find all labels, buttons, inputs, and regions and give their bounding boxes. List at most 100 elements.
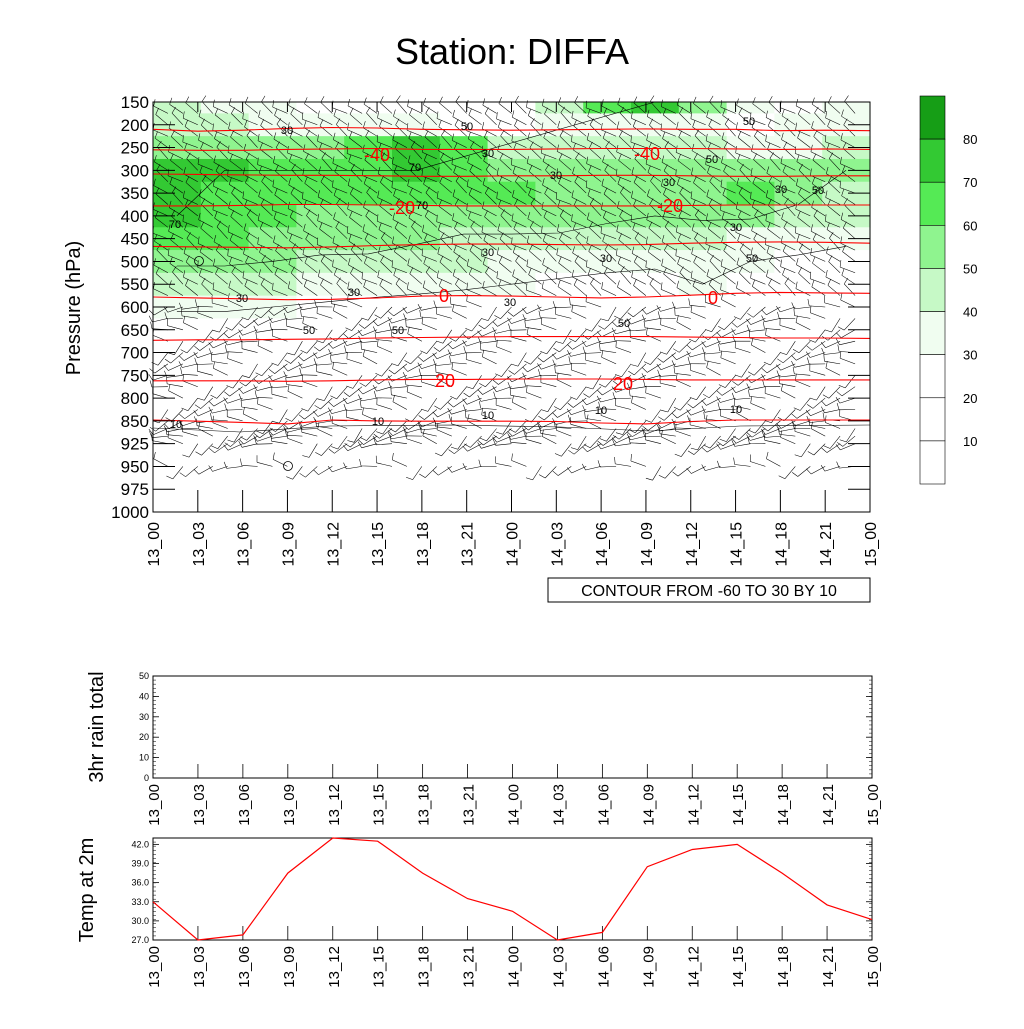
wind-barb — [507, 317, 527, 324]
wind-barb — [290, 266, 303, 285]
rh-contour-line — [176, 170, 847, 267]
wind-barb — [648, 221, 662, 239]
rh-cell — [774, 341, 823, 365]
rh-cell — [678, 318, 728, 342]
wind-barb — [734, 340, 751, 353]
wind-barb — [238, 329, 258, 336]
wind-barb — [647, 245, 662, 262]
wind-barb — [378, 246, 393, 262]
wind-barb — [154, 155, 169, 171]
wind-barb — [748, 420, 766, 434]
wind-barb — [766, 269, 781, 285]
wind-barb — [260, 198, 273, 217]
wind-barb — [703, 435, 721, 449]
wind-barb — [272, 409, 288, 424]
wind-barb — [464, 435, 482, 448]
rh-cell — [631, 295, 680, 319]
wind-barb — [690, 305, 706, 319]
wind-barb — [320, 96, 333, 114]
x-tick-label: 13_00 — [146, 784, 163, 826]
wind-barb — [733, 457, 751, 467]
wind-barb — [362, 407, 378, 422]
rh-cell — [822, 136, 871, 160]
wind-barb — [813, 209, 826, 228]
wind-barb — [841, 189, 856, 205]
wind-barb — [514, 119, 527, 137]
rh-cell — [774, 295, 823, 319]
wind-barb — [661, 155, 676, 171]
wind-barb — [313, 358, 333, 366]
wind-barb — [586, 132, 602, 148]
wind-barb — [168, 224, 184, 239]
temp-y-axis-label: Temp at 2m — [76, 838, 98, 942]
wind-barb — [656, 363, 676, 370]
rh-cell — [726, 227, 775, 251]
wind-barb — [585, 353, 602, 365]
wind-barb — [709, 254, 721, 273]
wind-barb — [380, 175, 393, 194]
wind-barb — [395, 277, 408, 296]
wind-barb — [359, 400, 378, 410]
wind-barb — [839, 428, 856, 443]
rh-cell — [631, 341, 680, 365]
rh-cell — [631, 318, 680, 342]
wind-barb — [391, 180, 407, 194]
wind-barb — [333, 109, 348, 126]
wind-barb — [691, 223, 706, 239]
wind-barb — [612, 318, 632, 328]
wind-barb — [777, 409, 796, 422]
wind-barb — [343, 386, 363, 397]
rh-cell — [344, 250, 393, 274]
wind-barb — [331, 435, 348, 450]
wind-barb — [812, 153, 826, 171]
wind-barb — [153, 99, 169, 114]
wind-barb — [374, 306, 393, 319]
wind-barb — [346, 225, 363, 239]
wind-barb — [171, 186, 184, 205]
wind-barb — [332, 303, 348, 319]
wind-barb — [402, 306, 423, 314]
wind-barb — [798, 187, 811, 205]
wind-barb — [496, 420, 512, 435]
rh-cell — [583, 102, 632, 114]
wind-barb — [599, 428, 617, 442]
wind-barb — [208, 340, 228, 349]
colorbar-label: 70 — [963, 175, 977, 190]
wind-barb — [298, 352, 318, 362]
wind-barb — [164, 352, 184, 364]
wind-barb — [582, 346, 602, 354]
wind-barb — [485, 266, 497, 285]
wind-barb — [601, 281, 617, 296]
wind-barb — [451, 435, 467, 450]
wind-barb — [302, 112, 318, 126]
wind-barb — [839, 180, 856, 194]
wind-barb — [259, 222, 273, 239]
wind-barb — [619, 209, 632, 228]
wind-barb — [439, 255, 452, 274]
wind-barb — [334, 244, 348, 262]
wind-barb — [364, 153, 378, 171]
wind-barb — [274, 267, 288, 285]
wind-barb — [522, 363, 542, 373]
wind-barb — [572, 246, 587, 262]
wind-barb — [346, 146, 363, 160]
colorbar-label: 10 — [963, 434, 977, 449]
wind-barb — [782, 268, 796, 285]
wind-barb — [209, 443, 228, 454]
rh-cell — [535, 295, 584, 319]
wind-barb — [584, 411, 602, 422]
wind-barb — [500, 129, 512, 148]
x-tick-label: 13_03 — [191, 522, 208, 567]
wind-barb — [509, 420, 527, 433]
wind-barb — [633, 199, 647, 217]
wind-barb — [388, 306, 408, 317]
wind-barb — [332, 156, 348, 171]
wind-barb — [377, 111, 393, 126]
panel-frame — [152, 675, 873, 779]
x-tick-label: 13_15 — [370, 522, 387, 567]
wind-barb — [155, 267, 169, 285]
wind-barb — [842, 221, 856, 239]
wind-barb — [694, 232, 706, 251]
wind-barb — [423, 257, 437, 274]
wind-barb — [213, 179, 228, 194]
